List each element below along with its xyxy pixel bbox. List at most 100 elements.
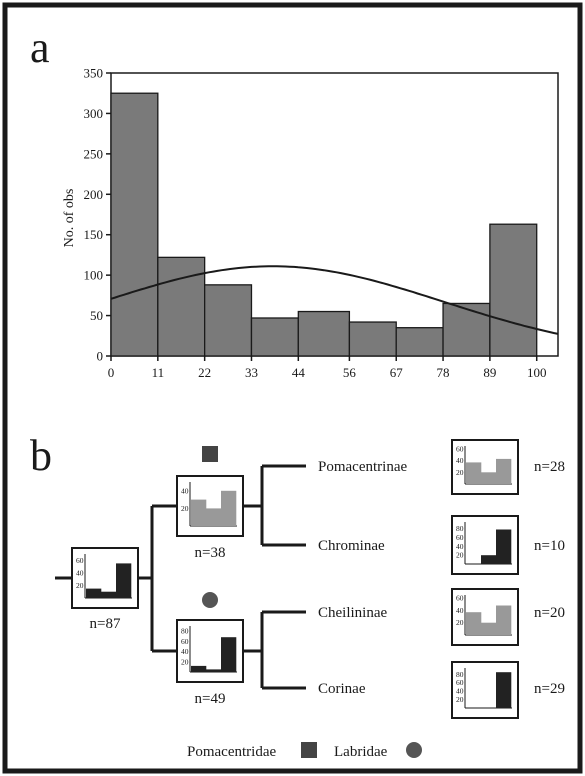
y-tick-label: 250 [84, 146, 104, 161]
mini-bar [496, 672, 512, 708]
labridae-circle-marker [202, 592, 218, 608]
mini-bar [116, 563, 132, 598]
normal-curve [110, 265, 559, 335]
pomacentridae-n-label: n=38 [195, 545, 226, 561]
histogram: 0 50 100 150 200 250 300 350 0 11 22 33 44 56 67 78 89 10… [84, 66, 559, 380]
mini-bar [466, 612, 482, 635]
x-tick-label: 67 [390, 365, 404, 380]
mini-y-tick-label: 20 [456, 551, 464, 560]
x-tick-label: 33 [245, 365, 258, 380]
mini-chart-cheilininae: 60 40 20 [451, 588, 519, 646]
mini-y-tick-label: 60 [456, 678, 464, 687]
mini-bar [206, 669, 222, 672]
leaf-name-corinae: Corinae [318, 681, 366, 697]
panel-a-label: a [30, 23, 50, 72]
phylogeny-tree [55, 464, 306, 690]
mini-bar [221, 490, 237, 526]
cheilininae-n-label: n=20 [534, 605, 565, 621]
mini-charts: 6040204020806040206040208060402060402080… [71, 439, 519, 719]
legend-square-icon [301, 742, 317, 758]
mini-chart-root: 60 40 20 [71, 547, 139, 609]
histogram-bar [250, 317, 299, 357]
y-tick-label: 350 [84, 66, 104, 81]
x-tick-label: 100 [527, 365, 547, 380]
leaf-name-cheilininae: Cheilininae [318, 605, 387, 621]
mini-y-tick-label: 20 [456, 468, 464, 477]
legend-pomacentridae-label: Pomacentridae [187, 744, 276, 760]
histogram-bar [395, 327, 444, 357]
y-axis-label: No. of obs [62, 189, 77, 248]
mini-y-tick-label: 20 [456, 618, 464, 627]
y-tick-label: 50 [90, 308, 103, 323]
pomacentrinae-n-label: n=28 [534, 459, 565, 475]
root-n-label: n=87 [90, 616, 121, 632]
mini-y-tick-label: 60 [456, 533, 464, 542]
mini-chart-pomacentridae-node: 40 20 [176, 475, 244, 537]
x-tick-label: 78 [437, 365, 450, 380]
mini-bar [481, 555, 497, 564]
mini-y-tick-label: 80 [456, 670, 464, 679]
corinae-n-label: n=29 [534, 681, 565, 697]
mini-y-tick-label: 20 [76, 581, 84, 590]
mini-y-tick-label: 40 [181, 647, 189, 656]
mini-bar [496, 605, 512, 635]
histogram-bar [297, 310, 351, 357]
mini-y-tick-label: 40 [181, 486, 189, 495]
mini-y-tick-label: 60 [456, 444, 464, 453]
histogram-bar [157, 256, 206, 357]
mini-y-tick-label: 20 [181, 657, 189, 666]
labridae-n-label: n=49 [195, 691, 226, 707]
mini-y-tick-label: 60 [456, 594, 464, 603]
x-tick-label: 0 [108, 365, 115, 380]
x-tick-label: 56 [343, 365, 357, 380]
y-tick-label: 0 [97, 349, 104, 364]
histogram-bar [204, 284, 253, 357]
mini-bar [221, 637, 237, 672]
legend-circle-icon [406, 742, 422, 758]
mini-bar [481, 622, 497, 635]
mini-bar [101, 591, 117, 598]
panel-b-label: b [30, 431, 52, 480]
mini-bar [86, 588, 102, 598]
mini-y-tick-label: 80 [181, 627, 189, 636]
mini-y-tick-label: 80 [456, 524, 464, 533]
mini-y-tick-label: 40 [456, 687, 464, 696]
mini-bar [466, 462, 482, 484]
mini-bar [481, 472, 497, 484]
mini-y-tick-label: 40 [456, 606, 464, 615]
mini-y-tick-label: 40 [456, 542, 464, 551]
mini-y-tick-label: 20 [456, 695, 464, 704]
x-tick-label: 44 [292, 365, 306, 380]
y-tick-label: 300 [84, 106, 104, 121]
chrominae-n-label: n=10 [534, 538, 565, 554]
x-tick-label: 89 [483, 365, 496, 380]
x-tick-label: 11 [152, 365, 165, 380]
mini-bar [191, 665, 207, 672]
mini-bar [191, 499, 207, 526]
legend-labridae-label: Labridae [334, 744, 388, 760]
y-tick-label: 150 [84, 227, 104, 242]
y-tick-label: 100 [84, 268, 104, 283]
leaf-name-chrominae: Chrominae [318, 538, 385, 554]
x-tick-label: 22 [198, 365, 211, 380]
mini-bar [496, 529, 512, 564]
mini-y-tick-label: 40 [76, 568, 84, 577]
histogram-bar [348, 321, 397, 357]
y-tick-label: 200 [84, 187, 104, 202]
mini-y-tick-label: 20 [181, 504, 189, 513]
mini-bar [496, 458, 512, 484]
mini-y-tick-label: 60 [76, 556, 84, 565]
mini-y-tick-label: 60 [181, 637, 189, 646]
pomacentridae-square-marker [202, 446, 218, 462]
leaf-name-pomacentrinae: Pomacentrinae [318, 459, 407, 475]
mini-bar [206, 508, 222, 526]
mini-y-tick-label: 40 [456, 456, 464, 465]
histogram-bar [110, 92, 159, 357]
mini-chart-pomacentrinae: 60 40 20 [451, 439, 519, 495]
histogram-bar [442, 302, 491, 357]
histogram-bar [489, 223, 538, 357]
